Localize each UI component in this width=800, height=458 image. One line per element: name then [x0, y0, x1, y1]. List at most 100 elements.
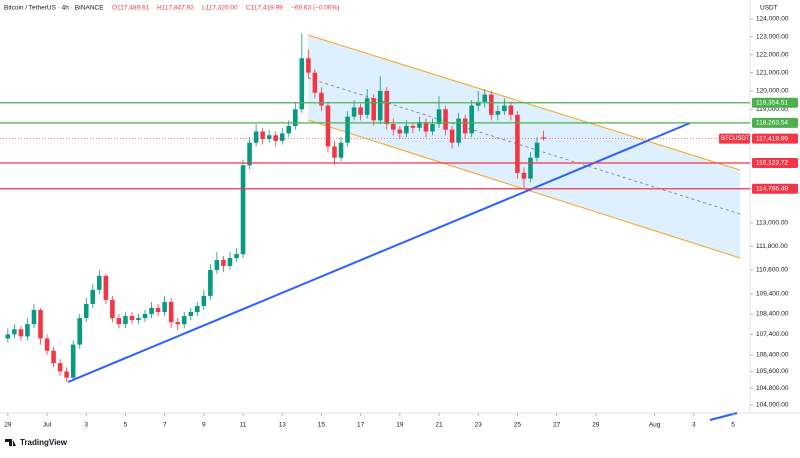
candle-body — [391, 124, 396, 130]
level-label: 116,123.72 — [756, 160, 788, 167]
candle-body — [175, 322, 180, 325]
y-tick-label: 105,600.00 — [756, 368, 789, 375]
candle-body — [273, 135, 278, 141]
plot — [5, 33, 546, 382]
candle-body — [221, 260, 226, 266]
x-tick-label: Aug — [649, 422, 661, 429]
candle-body — [541, 137, 546, 139]
candle-body — [168, 301, 174, 323]
x-tick-label: 5 — [124, 422, 128, 429]
brand: TradingView — [20, 438, 68, 447]
candle-body — [12, 329, 17, 335]
candle-body — [77, 318, 82, 345]
x-tick-label: 11 — [240, 422, 247, 429]
x-tick-label: 29 — [4, 422, 12, 429]
candle-body — [247, 142, 252, 166]
candle-body — [489, 94, 494, 115]
x-tick-label: 13 — [279, 422, 287, 429]
x-tick-label: 5 — [731, 422, 735, 429]
level-label: 119,354.51 — [756, 99, 788, 106]
candle-body — [528, 157, 533, 179]
x-tick-label: 9 — [202, 422, 206, 429]
candle-body — [90, 289, 96, 304]
candle-body — [260, 131, 265, 139]
level-label-box — [752, 117, 798, 128]
level-label-box — [752, 157, 798, 168]
candle-body — [123, 316, 128, 325]
candle-body — [227, 258, 233, 266]
x-tick-label: 21 — [435, 422, 443, 429]
x-tick-label: 17 — [357, 422, 365, 429]
candle-body — [234, 254, 239, 259]
x-tick-label: 15 — [318, 422, 326, 429]
candle-body — [462, 118, 468, 134]
candle-body — [325, 105, 331, 147]
candle-body — [195, 305, 200, 313]
candle-body — [129, 316, 135, 321]
ohlc-close: C117,419.99 — [246, 5, 283, 12]
candle-body — [430, 124, 435, 132]
ohlc-change: −69.63 (−0.06%) — [291, 5, 339, 12]
y-tick-label: 121,000.00 — [756, 69, 789, 76]
candle-body — [51, 350, 56, 364]
candle-body — [423, 122, 429, 132]
candle-body — [64, 371, 69, 378]
ohlc-open: O117,489.61 — [112, 5, 149, 12]
candle-body — [293, 109, 298, 126]
x-tick-label: 3 — [692, 422, 696, 429]
candle-body — [181, 316, 187, 325]
candle-body — [508, 105, 514, 115]
ohlc-low: L117,320.00 — [202, 5, 238, 12]
candle-body — [345, 116, 350, 143]
level-label: 118,263.54 — [756, 120, 788, 127]
y-tick-label: 113,000.00 — [756, 220, 788, 227]
candle-body — [149, 307, 154, 315]
level-label-box — [752, 183, 798, 194]
trend-line — [67, 122, 691, 383]
x-tick-label: Jul — [43, 422, 52, 429]
candle-body — [312, 72, 318, 93]
price-name-box — [719, 133, 750, 144]
y-tick-label: 122,000.00 — [756, 51, 789, 58]
candle-body — [110, 299, 115, 319]
ohlc-high: H117,847.92 — [157, 5, 194, 12]
candle-body — [319, 92, 324, 106]
candle-body — [482, 94, 488, 102]
candle-body — [515, 114, 520, 173]
candle-body — [188, 312, 194, 317]
candle-body — [279, 133, 285, 141]
symbol-title: Bitcoin / TetherUS · 4h · BINANCE — [4, 5, 104, 12]
candle-body — [25, 324, 30, 337]
candle-body — [214, 260, 220, 270]
candle-body — [449, 129, 455, 143]
candle-body — [155, 307, 161, 313]
candle-body — [97, 275, 102, 290]
candle-body — [404, 125, 409, 134]
candle-body — [286, 125, 292, 134]
y-tick-label: 106,400.00 — [756, 352, 789, 359]
candle-body — [456, 118, 461, 143]
currency: USDT — [760, 5, 778, 12]
candle-body — [358, 107, 363, 115]
candle-body — [162, 301, 167, 313]
candle-body — [475, 101, 481, 106]
y-tick-label: 111,800.00 — [756, 243, 788, 250]
y-tick-label: 104,800.00 — [756, 385, 789, 392]
candle-body — [443, 109, 448, 130]
candle-body — [31, 309, 37, 325]
candle-body — [38, 309, 43, 339]
candle-body — [469, 105, 474, 134]
candle-body — [103, 275, 109, 300]
candle-body — [397, 129, 403, 134]
candle-body — [136, 318, 141, 321]
y-tick-label: 109,400.00 — [756, 291, 789, 298]
candle-body — [371, 98, 376, 121]
x-tick-label: 29 — [592, 422, 600, 429]
candle-body — [299, 58, 305, 110]
candle-body — [5, 334, 11, 339]
price-label: 117,419.99 — [756, 135, 788, 142]
candle-body — [83, 303, 89, 319]
y-tick-label: 108,400.00 — [756, 311, 789, 318]
candle-body — [377, 90, 383, 121]
